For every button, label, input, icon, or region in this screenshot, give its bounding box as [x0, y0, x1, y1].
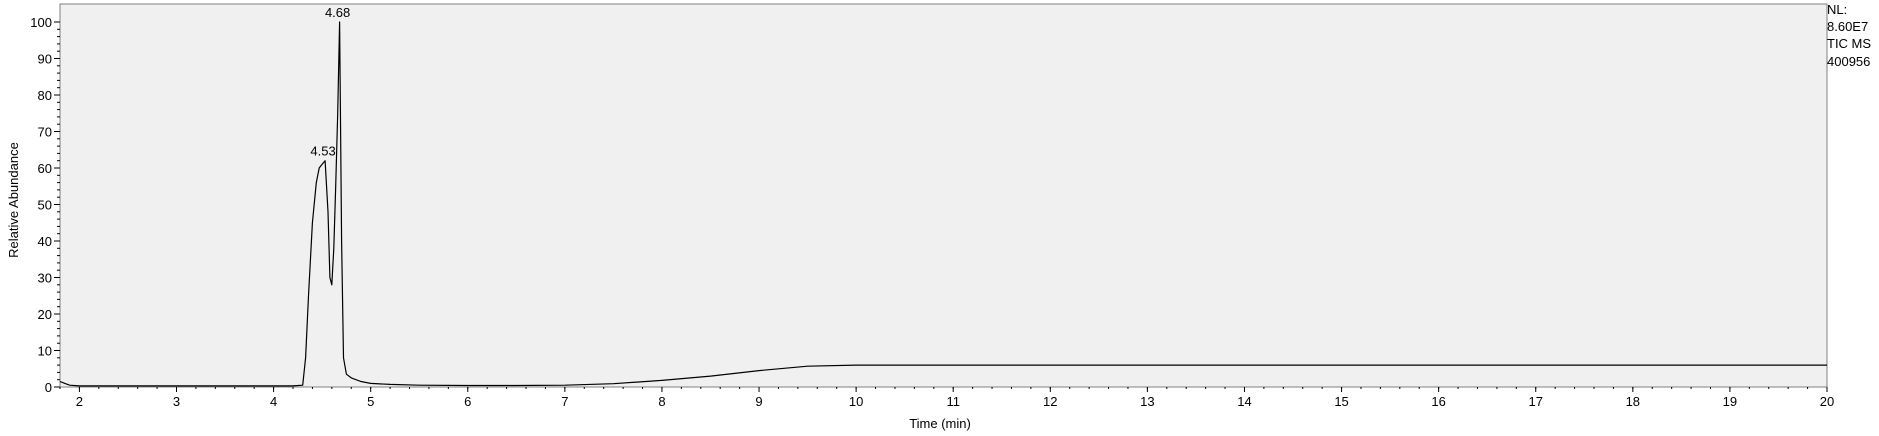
info-nl-value: 8.60E7 [1827, 19, 1868, 34]
x-axis-title: Time (min) [909, 416, 971, 431]
y-tick-label: 90 [38, 52, 52, 67]
y-tick-label: 30 [38, 271, 52, 286]
peak-label: 4.68 [325, 5, 350, 20]
y-tick-label: 80 [38, 88, 52, 103]
plot-area [59, 3, 1828, 388]
x-tick-label: 5 [367, 394, 374, 409]
x-tick-label: 18 [1626, 394, 1640, 409]
y-tick-label: 10 [38, 344, 52, 359]
x-tick-label: 16 [1431, 394, 1445, 409]
x-tick-label: 19 [1723, 394, 1737, 409]
y-tick-label: 100 [30, 15, 52, 30]
y-tick-label: 40 [38, 234, 52, 249]
x-tick-label: 11 [946, 394, 960, 409]
x-tick-label: 17 [1529, 394, 1543, 409]
y-tick-label: 70 [38, 125, 52, 140]
x-tick-label: 4 [270, 394, 277, 409]
x-tick-label: 13 [1140, 394, 1154, 409]
info-nl-label: NL: [1827, 2, 1847, 17]
x-tick-label: 7 [561, 394, 568, 409]
x-axis: 2 3 4 5 6 7 8 9 10 11 12 13 14 15 16 17 18 19 20 [59, 387, 1834, 409]
y-axis-title: Relative Abundance [6, 142, 21, 258]
y-tick-label: 50 [38, 198, 52, 213]
peak-label: 4.53 [310, 144, 335, 159]
x-tick-label: 20 [1820, 394, 1834, 409]
x-tick-label: 2 [76, 394, 83, 409]
x-tick-label: 6 [464, 394, 471, 409]
info-file-id: 400956 [1827, 54, 1870, 69]
y-axis: 0 10 20 30 40 50 60 70 80 90 100 [30, 15, 60, 395]
info-scan-type: TIC MS [1827, 36, 1871, 51]
x-tick-label: 9 [755, 394, 762, 409]
x-tick-label: 8 [658, 394, 665, 409]
scan-info: NL: 8.60E7 TIC MS 400956 [1827, 2, 1871, 69]
x-tick-label: 3 [173, 394, 180, 409]
x-tick-label: 10 [849, 394, 863, 409]
tic-trace [59, 21, 1827, 387]
y-tick-label: 0 [45, 380, 52, 395]
x-tick-label: 15 [1334, 394, 1348, 409]
peak-labels: 4.53 4.68 [310, 5, 350, 159]
x-tick-label: 14 [1237, 394, 1251, 409]
x-tick-label: 12 [1043, 394, 1057, 409]
series-tic [59, 21, 1827, 387]
y-tick-label: 60 [38, 161, 52, 176]
y-tick-label: 20 [38, 307, 52, 322]
